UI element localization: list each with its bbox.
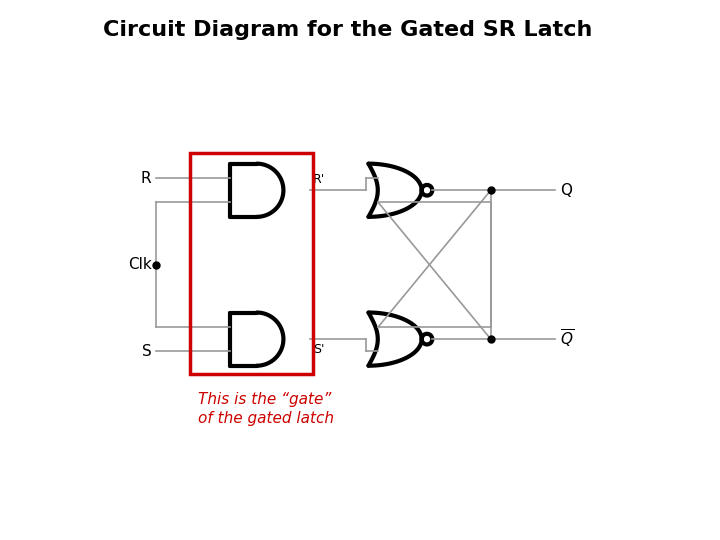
Text: R: R <box>141 171 151 186</box>
Text: Circuit Diagram for the Gated SR Latch: Circuit Diagram for the Gated SR Latch <box>103 20 592 40</box>
Text: Clk: Clk <box>128 257 151 272</box>
Text: of the gated latch: of the gated latch <box>198 411 334 426</box>
Text: S: S <box>142 343 151 359</box>
Bar <box>190 153 312 374</box>
Text: This is the “gate”: This is the “gate” <box>198 392 332 407</box>
Text: $\overline{Q}$: $\overline{Q}$ <box>560 328 574 350</box>
Text: Q: Q <box>560 183 572 198</box>
Text: R': R' <box>312 173 325 186</box>
Text: S': S' <box>312 343 324 356</box>
